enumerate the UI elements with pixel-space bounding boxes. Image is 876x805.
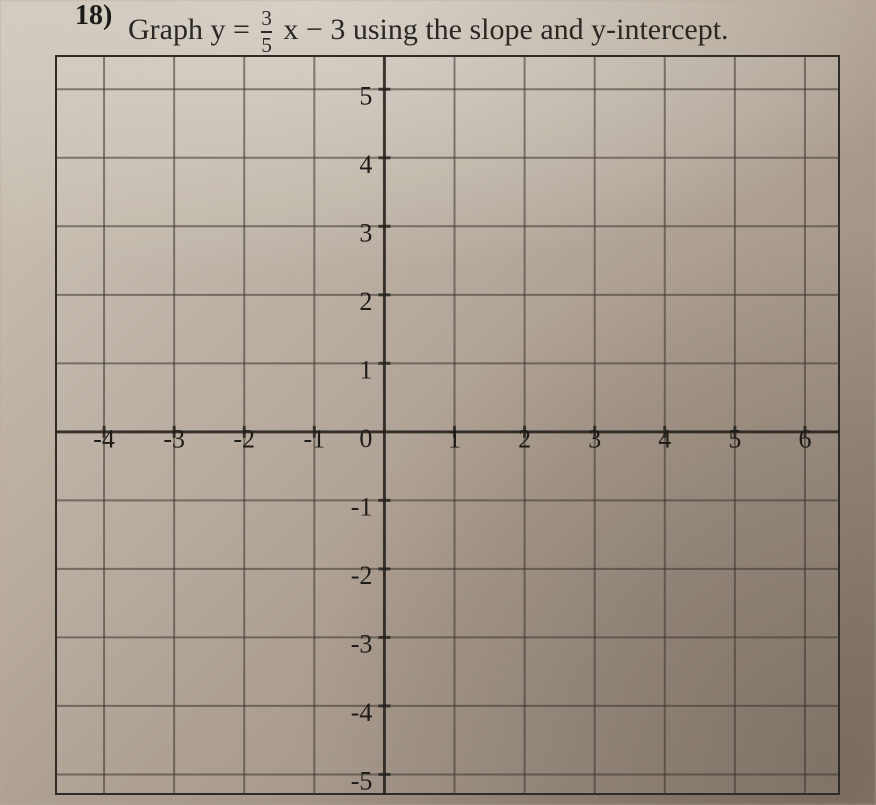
y-tick-label: -3 [351, 629, 373, 658]
x-tick-label: 4 [658, 425, 671, 454]
x-tick-label: 5 [728, 425, 741, 454]
fraction-denominator: 5 [261, 35, 272, 56]
y-tick-label: -1 [351, 492, 373, 521]
equation-lhs: y = [210, 13, 249, 46]
slope-fraction: 3 5 [261, 8, 272, 56]
y-tick-label: 2 [359, 287, 372, 316]
question-number: 18) [75, 0, 112, 32]
page: { "question": { "number": "18)", "prefix… [0, 0, 876, 805]
question-suffix: using the slope and y-intercept. [353, 13, 729, 46]
y-tick-label: 3 [359, 218, 372, 247]
x-tick-label: -4 [93, 425, 115, 454]
equation-rest: x − 3 [283, 13, 345, 46]
y-tick-label: 1 [359, 355, 372, 384]
x-tick-label: 1 [448, 425, 461, 454]
x-tick-label: 6 [798, 425, 811, 454]
fraction-numerator: 3 [261, 8, 272, 29]
question-prompt: Graph y = 3 5 x − 3 using the slope and … [128, 8, 729, 56]
y-tick-label: 4 [359, 150, 372, 179]
x-tick-label: -1 [303, 425, 325, 454]
question-prefix: Graph [128, 13, 210, 46]
x-tick-label: -2 [233, 425, 255, 454]
origin-label: 0 [359, 424, 372, 453]
y-tick-label: -4 [351, 698, 373, 727]
y-tick-label: 5 [359, 81, 372, 110]
y-tick-label: -2 [351, 561, 373, 590]
x-tick-label: -3 [163, 425, 185, 454]
y-tick-label: -5 [351, 767, 373, 795]
coordinate-grid: -4 -3 -2 -1 0 1 2 3 4 5 6 -5 -4 -3 -2 -1 1 2 3 4 5 [55, 55, 840, 795]
x-tick-label: 2 [518, 425, 531, 454]
x-tick-label: 3 [588, 425, 601, 454]
